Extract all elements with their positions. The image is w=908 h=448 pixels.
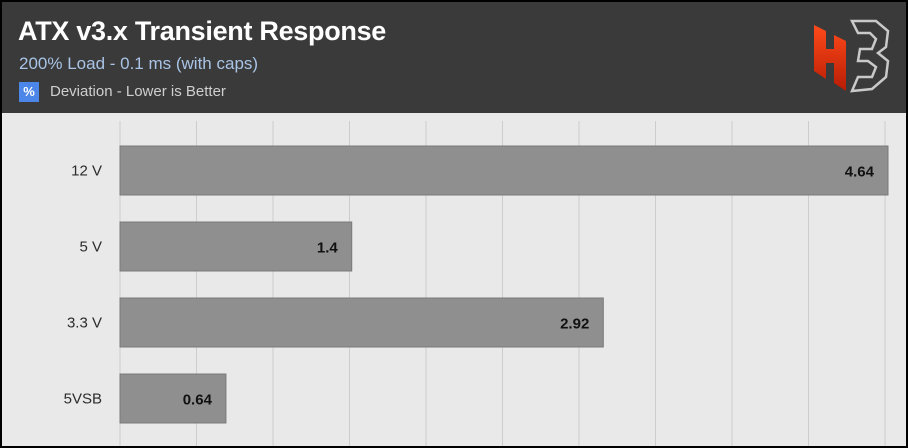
chart-header: ATX v3.x Transient Response 200% Load - … bbox=[2, 2, 906, 113]
chart-subtitle: 200% Load - 0.1 ms (with caps) bbox=[19, 54, 259, 73]
legend-swatch: % bbox=[19, 82, 39, 102]
category-label: 5 V bbox=[79, 239, 102, 256]
bar bbox=[119, 373, 227, 424]
hb-logo-icon bbox=[814, 19, 890, 93]
value-label: 4.64 bbox=[845, 164, 875, 181]
bar bbox=[119, 221, 353, 272]
value-label: 2.92 bbox=[560, 316, 589, 333]
bar-chart: 12 V 4.64 5 V 1.4 3.3 V 2.92 5VSB 0.64 bbox=[64, 121, 889, 446]
category-label: 3.3 V bbox=[67, 315, 102, 332]
value-label: 0.64 bbox=[183, 392, 213, 409]
category-label: 5VSB bbox=[64, 391, 102, 408]
bar bbox=[119, 297, 604, 348]
legend-label: Deviation - Lower is Better bbox=[50, 83, 226, 100]
bar bbox=[119, 145, 889, 196]
value-label: 1.4 bbox=[317, 240, 339, 257]
chart-title: ATX v3.x Transient Response bbox=[18, 16, 387, 46]
category-label: 12 V bbox=[71, 163, 102, 180]
